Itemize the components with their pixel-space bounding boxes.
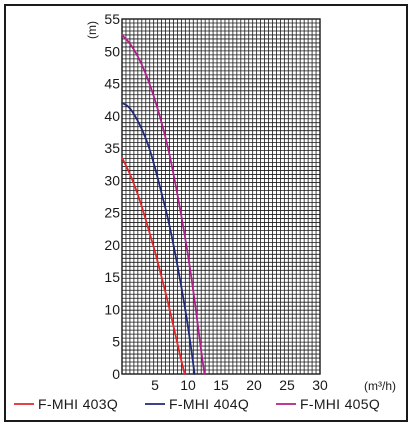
y-tick-label: 30 [104,172,120,188]
x-tick-label: 10 [180,377,196,393]
x-tick-label: 30 [312,377,328,393]
legend-label: F-MHI 404Q [169,396,249,412]
x-tick-label: 5 [151,377,159,393]
x-tick-label: 15 [213,377,229,393]
legend-item: F-MHI 403Q [14,396,118,412]
curve-3 [121,34,206,375]
y-tick-label: 20 [104,237,120,253]
legend-label: F-MHI 403Q [38,396,118,412]
curves [121,34,206,375]
legend-item: F-MHI 405Q [276,396,380,412]
x-tick-label: 25 [279,377,295,393]
y-axis-label: (m) [85,21,99,39]
y-tick-label: 35 [104,140,120,156]
chart-frame [4,4,408,422]
plot-border [121,18,321,375]
y-tick-label: 10 [104,301,120,317]
y-tick-label: 15 [104,269,120,285]
y-tick-label: 0 [112,366,120,382]
curve-1 [121,156,186,375]
curve-2 [121,102,196,375]
grid [121,18,321,375]
legend: F-MHI 403Q F-MHI 404Q F-MHI 405Q [14,396,380,412]
y-tick-label: 50 [104,43,120,59]
x-axis-label: (m³/h) [364,379,396,393]
y-tick-label: 55 [104,11,120,27]
legend-label: F-MHI 405Q [300,396,380,412]
y-tick-label: 40 [104,108,120,124]
y-tick-label: 45 [104,76,120,92]
x-tick-label: 20 [246,377,262,393]
legend-item: F-MHI 404Q [145,396,249,412]
y-tick-label: 5 [112,334,120,350]
y-tick-label: 25 [104,205,120,221]
